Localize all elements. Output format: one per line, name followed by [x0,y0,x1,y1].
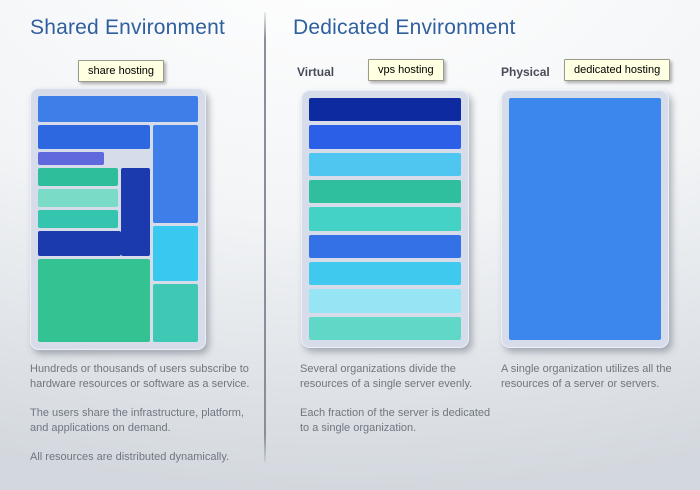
description-paragraph: Each fraction of the server is dedicated… [300,406,491,435]
shared-environment-title: Shared Environment [30,16,226,39]
virtual-stripe [309,125,461,149]
shared-server-chassis [30,88,206,350]
mosaic-block [121,168,150,256]
virtual-server-chassis [301,90,469,348]
virtual-stripe [309,234,461,258]
virtual-stripe [309,316,461,340]
mosaic-block [38,259,150,342]
virtual-stripes [309,98,461,340]
section-divider [264,12,266,462]
description-paragraph: All resources are distributed dynamicall… [30,450,230,463]
mosaic-block [38,125,150,149]
virtual-stripe [309,261,461,286]
physical-fill [509,98,661,340]
dedicated-hosting-tooltip: dedicated hosting [564,59,671,81]
mosaic-block [38,152,104,165]
mosaic-block [153,226,198,281]
mosaic-block [153,125,198,223]
description-paragraph: Hundreds or thousands of users subscribe… [30,363,250,391]
vps-hosting-tooltip: vps hosting [368,59,444,81]
share-hosting-tooltip: share hosting [78,60,165,82]
virtual-stripe [309,289,461,313]
virtual-description: Several organizations divide the resourc… [300,362,496,450]
virtual-stripe [309,207,461,231]
virtual-stripe [309,152,461,176]
mosaic-block [38,210,118,228]
dedicated-environment-title: Dedicated Environment [293,16,516,39]
physical-column-label: Physical [501,65,550,79]
physical-description: A single organization utilizes all the r… [501,362,683,406]
virtual-column-label: Virtual [297,65,335,79]
mosaic-block [38,96,198,122]
virtual-stripe [309,179,461,204]
virtual-stripe [309,98,461,122]
shared-mosaic [38,96,198,342]
mosaic-block [153,284,198,342]
shared-description: Hundreds or thousands of users subscribe… [30,362,250,478]
physical-server-chassis [501,90,669,348]
description-paragraph: The users share the infrastructure, plat… [30,406,244,435]
mosaic-block [38,168,118,186]
mosaic-block [38,231,121,256]
mosaic-block [38,189,118,207]
description-paragraph: Several organizations divide the resourc… [300,363,473,391]
description-paragraph: A single organization utilizes all the r… [501,363,672,391]
